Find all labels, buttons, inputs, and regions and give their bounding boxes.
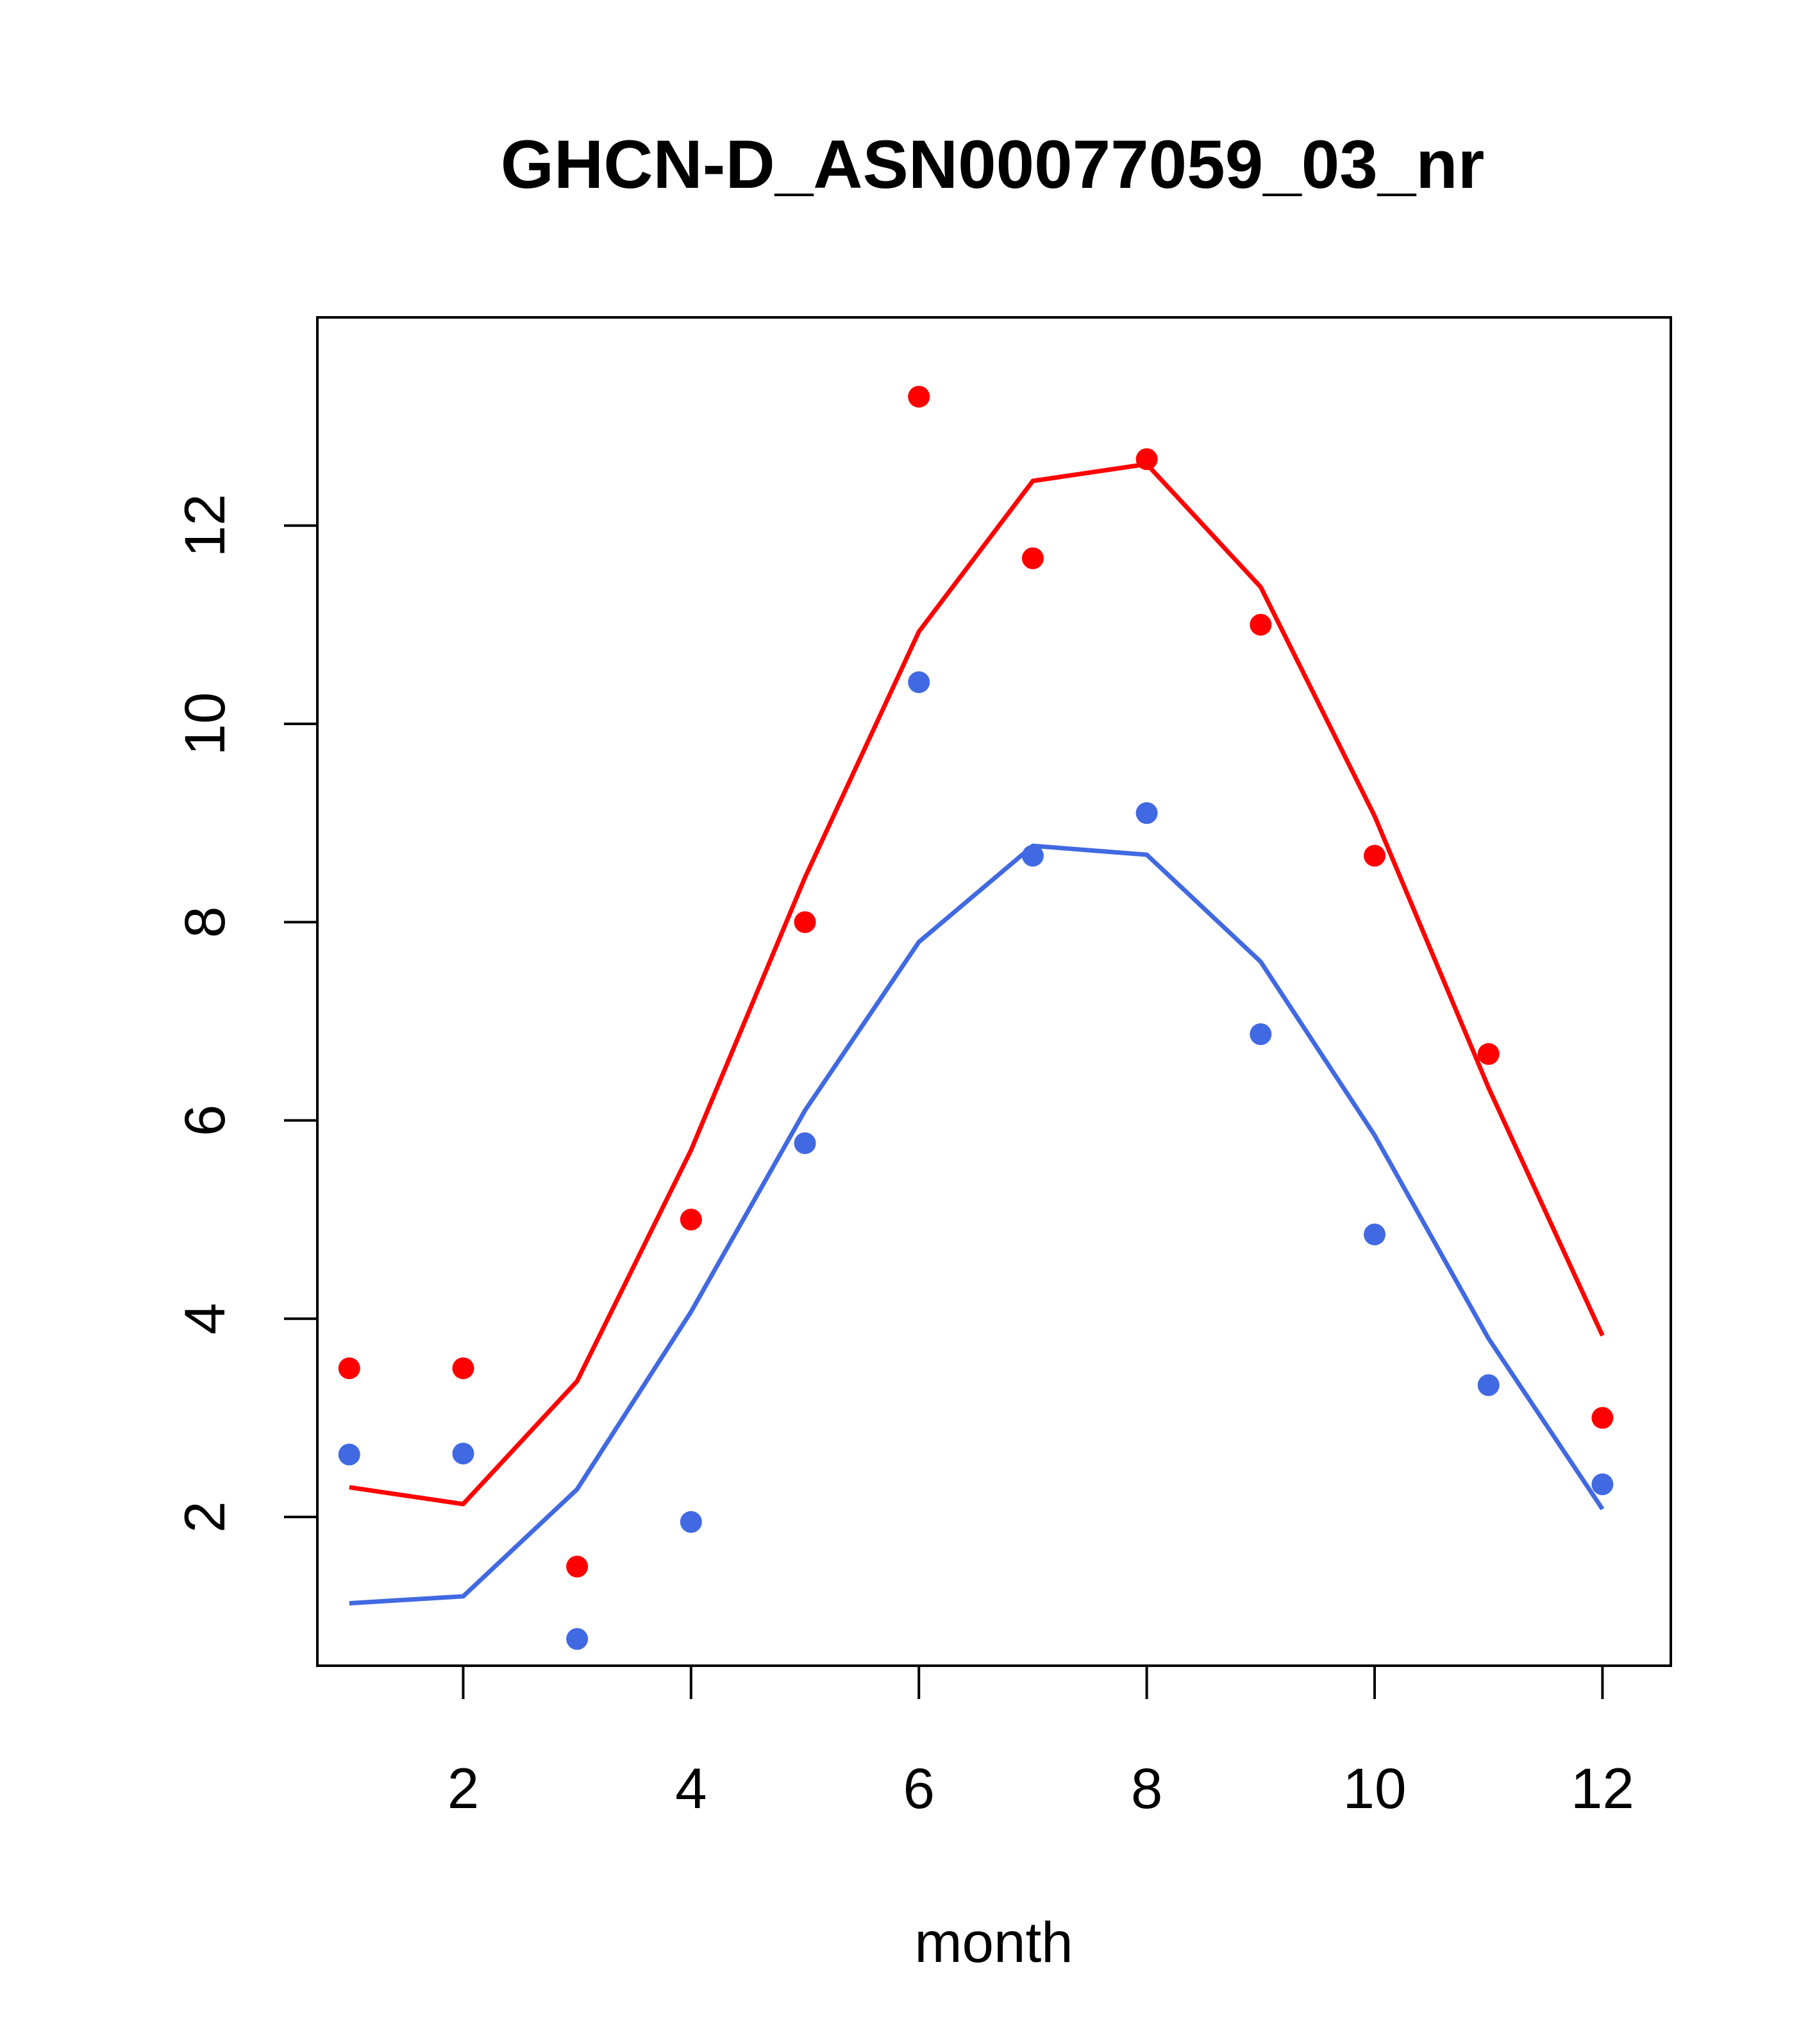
- series-0-point: [338, 1357, 360, 1380]
- y-tick-label: 12: [172, 494, 237, 557]
- series-1-point: [452, 1443, 474, 1465]
- series-0-point: [1591, 1407, 1614, 1429]
- series-1-point: [1021, 844, 1044, 867]
- y-tick-label: 8: [172, 907, 237, 939]
- x-tick-label: 10: [1343, 1756, 1406, 1820]
- series-0-point: [566, 1555, 589, 1578]
- series-1-point: [1363, 1223, 1386, 1246]
- series-1-line: [349, 843, 1605, 1606]
- series-1-point: [1250, 1023, 1272, 1045]
- series-0-point: [1477, 1043, 1500, 1065]
- series-0-point: [1021, 547, 1044, 569]
- series-1-point: [908, 671, 930, 694]
- series-0-point: [452, 1357, 474, 1380]
- y-tick-label: 2: [172, 1501, 237, 1533]
- chart-title: GHCN-D_ASN00077059_03_nr: [501, 126, 1484, 203]
- series-0-point: [794, 911, 816, 934]
- series-0-point: [1250, 614, 1272, 636]
- series-0-point: [908, 385, 930, 408]
- x-axis: 2 4 6 8 10 12: [448, 1664, 1634, 1820]
- series-0-point: [1135, 448, 1158, 471]
- plot-frame: [316, 316, 1672, 1667]
- series-1-point: [680, 1511, 702, 1533]
- series-1-point: [1477, 1374, 1500, 1396]
- x-tick-label: 12: [1571, 1756, 1634, 1820]
- series-1-point: [794, 1132, 816, 1155]
- x-axis-label: month: [914, 1910, 1073, 1974]
- y-tick-label: 10: [172, 692, 237, 755]
- series-1-point: [1591, 1473, 1614, 1496]
- series-1-point: [1135, 802, 1158, 825]
- series-1-point: [338, 1443, 360, 1466]
- x-tick-label: 6: [903, 1756, 935, 1820]
- series-0-point: [1363, 844, 1386, 867]
- series-0-point: [680, 1209, 702, 1231]
- series-layer: [338, 385, 1614, 1650]
- y-tick-label: 6: [172, 1105, 237, 1137]
- y-tick-label: 4: [172, 1303, 237, 1335]
- x-tick-label: 2: [448, 1756, 480, 1820]
- series-0-line: [349, 462, 1605, 1507]
- x-tick-label: 8: [1131, 1756, 1163, 1820]
- series-1-point: [566, 1628, 589, 1650]
- x-tick-label: 4: [675, 1756, 707, 1820]
- y-axis: 2 4 6 8 10 12: [172, 494, 319, 1533]
